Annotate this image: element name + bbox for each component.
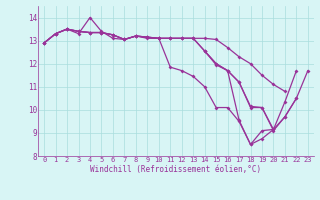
X-axis label: Windchill (Refroidissement éolien,°C): Windchill (Refroidissement éolien,°C)	[91, 165, 261, 174]
